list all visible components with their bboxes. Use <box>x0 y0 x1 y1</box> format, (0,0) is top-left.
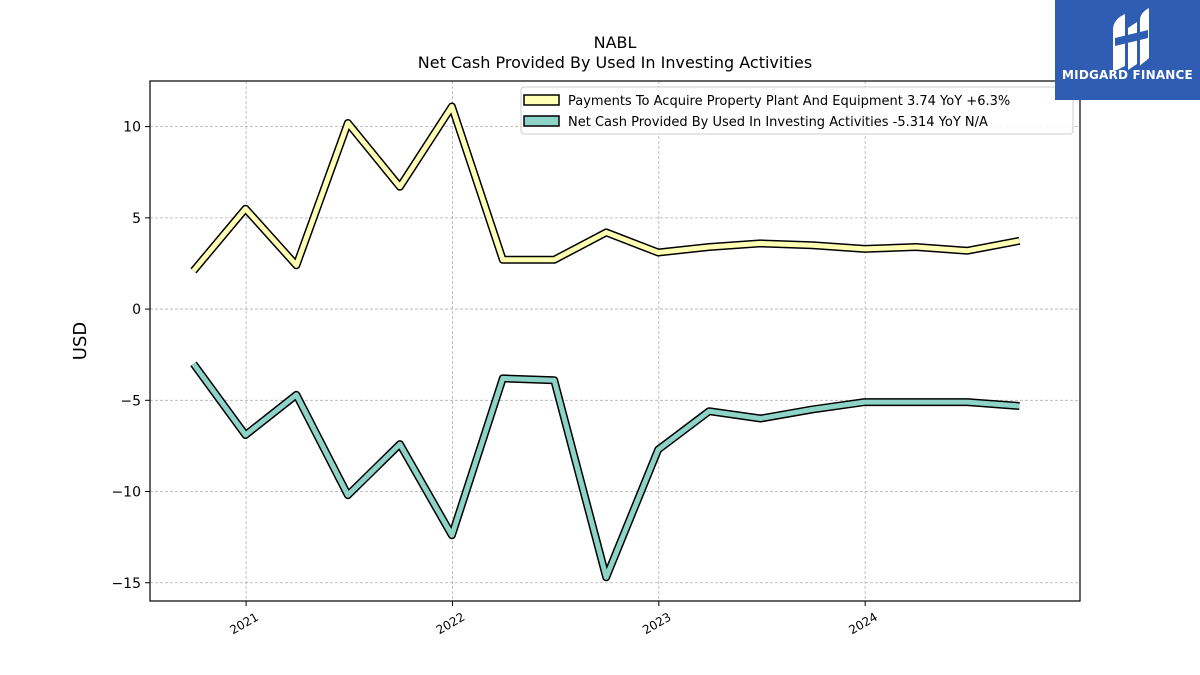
chart-subtitle: Net Cash Provided By Used In Investing A… <box>418 53 812 72</box>
x-tick-label: 2024 <box>846 610 879 637</box>
grid <box>150 81 1080 601</box>
legend-label-2: Net Cash Provided By Used In Investing A… <box>568 115 988 130</box>
legend: Payments To Acquire Property Plant And E… <box>520 86 1074 135</box>
logo-text: MIDGARD FINANCE <box>1062 68 1193 82</box>
y-axis-label: USD <box>70 322 91 360</box>
legend-label-1: Payments To Acquire Property Plant And E… <box>568 94 1010 109</box>
series-line-2 <box>191 362 1020 580</box>
series-layer <box>190 102 1021 582</box>
y-tick-label: 5 <box>132 211 141 227</box>
legend-swatch-1 <box>523 94 560 106</box>
legend-swatch-2 <box>523 115 560 127</box>
x-tick-label: 2023 <box>640 610 673 637</box>
legend-box <box>520 86 1074 135</box>
chart-title: NABL <box>594 33 637 52</box>
y-tick-label: −15 <box>111 576 141 592</box>
y-tick-label: 10 <box>123 120 141 136</box>
series-outline-2 <box>190 361 1020 582</box>
series-line-1 <box>191 104 1020 273</box>
logo-mark-icon <box>1113 8 1149 70</box>
midgard-finance-logo: MIDGARD FINANCE <box>1055 0 1200 100</box>
y-tick-label: 0 <box>132 302 141 318</box>
plot-frame <box>149 80 1081 602</box>
x-tick-label: 2022 <box>434 610 467 637</box>
y-tick-label: −10 <box>111 485 141 501</box>
x-tick-label: 2021 <box>227 610 260 637</box>
y-tick-label: −5 <box>120 393 141 409</box>
axes: −15 −10 −5 0 5 10 2021 2022 2023 2024 <box>111 80 1081 637</box>
